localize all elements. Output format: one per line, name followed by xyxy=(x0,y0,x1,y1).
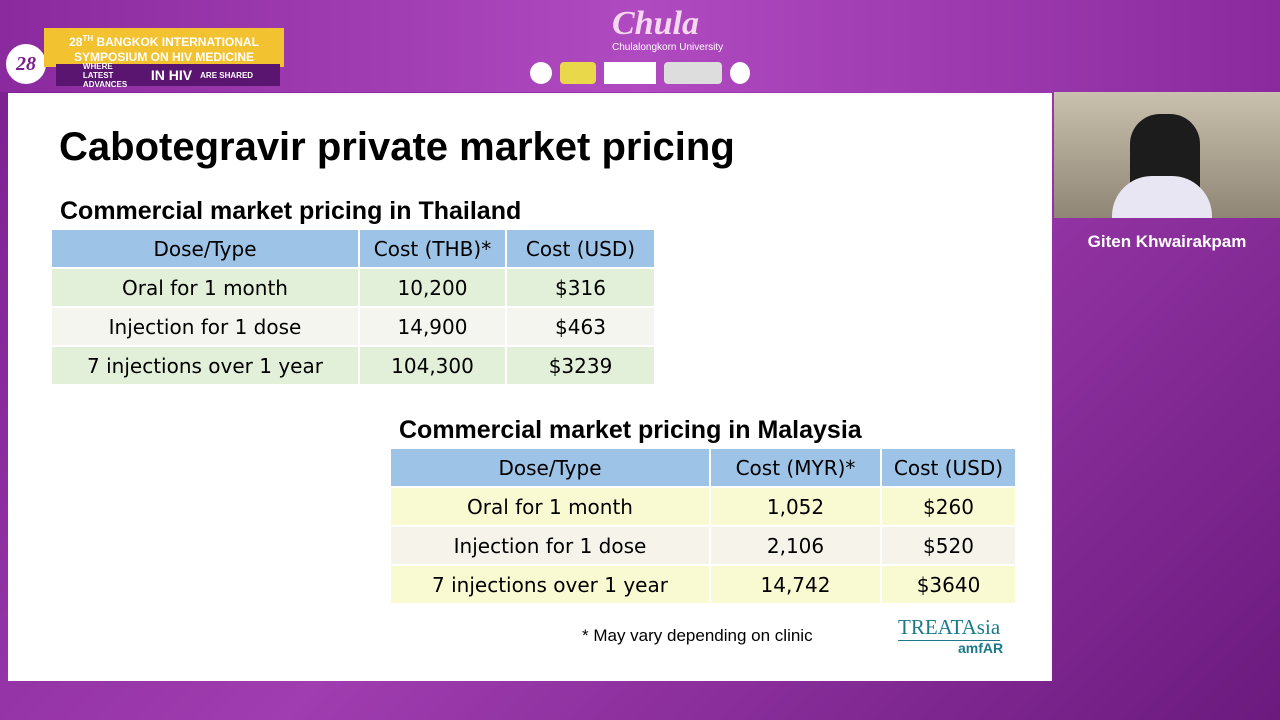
banner-gold: 28TH BANGKOK INTERNATIONAL SYMPOSIUM ON … xyxy=(44,28,284,67)
treatasia-logo: TREATAsia xyxy=(898,615,1001,641)
edition: 28 xyxy=(16,53,36,75)
table-row: Injection for 1 dose 2,106 $520 xyxy=(391,527,1015,564)
table-row: Oral for 1 month 1,052 $260 xyxy=(391,488,1015,525)
top-banner: 28 28TH BANGKOK INTERNATIONAL SYMPOSIUM … xyxy=(0,0,1280,92)
table-row: Oral for 1 month 10,200 $316 xyxy=(52,269,654,306)
amfar-text: amfAR xyxy=(958,640,1004,656)
table-cell: 2,106 xyxy=(711,527,880,564)
table-row: Injection for 1 dose 14,900 $463 xyxy=(52,308,654,345)
header-row: Dose/Type Cost (MYR)* Cost (USD) xyxy=(391,449,1015,486)
price-table: Dose/Type Cost (MYR)* Cost (USD) Oral for 1… xyxy=(389,447,1017,605)
logo-box xyxy=(530,62,552,84)
table-cell: Injection for 1 dose xyxy=(391,527,709,564)
university-sub: Chulalongkorn University xyxy=(612,42,724,53)
column-header: Cost (THB)* xyxy=(360,230,505,267)
table-cell: 14,900 xyxy=(360,308,505,345)
table-caption: Commercial market pricing in Malaysia xyxy=(399,416,862,444)
logo-box xyxy=(604,62,656,84)
table-cell: $3239 xyxy=(507,347,654,384)
table-block: Commercial market pricing in Thailand Dos… xyxy=(50,197,656,386)
logo-text: TREATAsia xyxy=(898,615,1001,639)
table-cell: 14,742 xyxy=(711,566,880,603)
table-cell: $260 xyxy=(882,488,1015,525)
table-row: 7 injections over 1 year 14,742 $3640 xyxy=(391,566,1015,603)
table-cell: 10,200 xyxy=(360,269,505,306)
table-cell: Oral for 1 month xyxy=(52,269,358,306)
column-header: Cost (USD) xyxy=(882,449,1015,486)
slide: Cabotegravir private market pricing Comm… xyxy=(8,93,1052,681)
table-cell: $3640 xyxy=(882,566,1015,603)
university: Chula xyxy=(612,5,699,42)
edition: 28 xyxy=(69,35,83,49)
tagline-big: IN HIV xyxy=(150,67,193,83)
logo-box xyxy=(664,62,722,84)
table-cell: 104,300 xyxy=(360,347,505,384)
tagline-right: ARE SHARED xyxy=(200,70,254,80)
table-cell: Injection for 1 dose xyxy=(52,308,358,345)
table-cell: $316 xyxy=(507,269,654,306)
column-header: Cost (MYR)* xyxy=(711,449,880,486)
table-cell: 1,052 xyxy=(711,488,880,525)
speaker-video xyxy=(1054,92,1280,218)
header-row: Dose/Type Cost (THB)* Cost (USD) xyxy=(52,230,654,267)
logo-box xyxy=(730,62,750,84)
table-cell: 7 injections over 1 year xyxy=(391,566,709,603)
table-cell: 7 injections over 1 year xyxy=(52,347,358,384)
column-header: Cost (USD) xyxy=(507,230,654,267)
table-block: Commercial market pricing in Malaysia Dos… xyxy=(389,416,1017,605)
edition-suffix: TH xyxy=(82,34,94,43)
edition-logo: 28 xyxy=(6,44,46,84)
table-row: 7 injections over 1 year 104,300 $3239 xyxy=(52,347,654,384)
column-header: Dose/Type xyxy=(52,230,358,267)
footnote: * May vary depending on clinic xyxy=(582,626,813,645)
flowers xyxy=(1112,176,1212,218)
table-cell: $520 xyxy=(882,527,1015,564)
table-caption: Commercial market pricing in Thailand xyxy=(60,197,522,225)
banner-line1: 28TH BANGKOK INTERNATIONAL xyxy=(44,31,284,50)
price-table: Dose/Type Cost (THB)* Cost (USD) Oral for 1… xyxy=(50,228,656,386)
banner-text: BANGKOK INTERNATIONAL xyxy=(96,35,259,49)
university-logo: Chula Chulalongkorn University xyxy=(612,5,724,54)
tagline-left: WHERE LATEST ADVANCES xyxy=(82,61,128,89)
logo-box xyxy=(560,62,596,84)
partner-logos xyxy=(530,62,758,84)
column-header: Dose/Type xyxy=(391,449,709,486)
banner-line2: SYMPOSIUM ON HIV MEDICINE xyxy=(73,50,255,64)
table-cell: Oral for 1 month xyxy=(391,488,709,525)
slide-title: Cabotegravir private market pricing xyxy=(59,125,735,169)
speaker-name: Giten Khwairakpam xyxy=(1087,232,1247,251)
table-cell: $463 xyxy=(507,308,654,345)
tagline: WHERE LATEST ADVANCES IN HIV ARE SHARED xyxy=(56,61,280,89)
